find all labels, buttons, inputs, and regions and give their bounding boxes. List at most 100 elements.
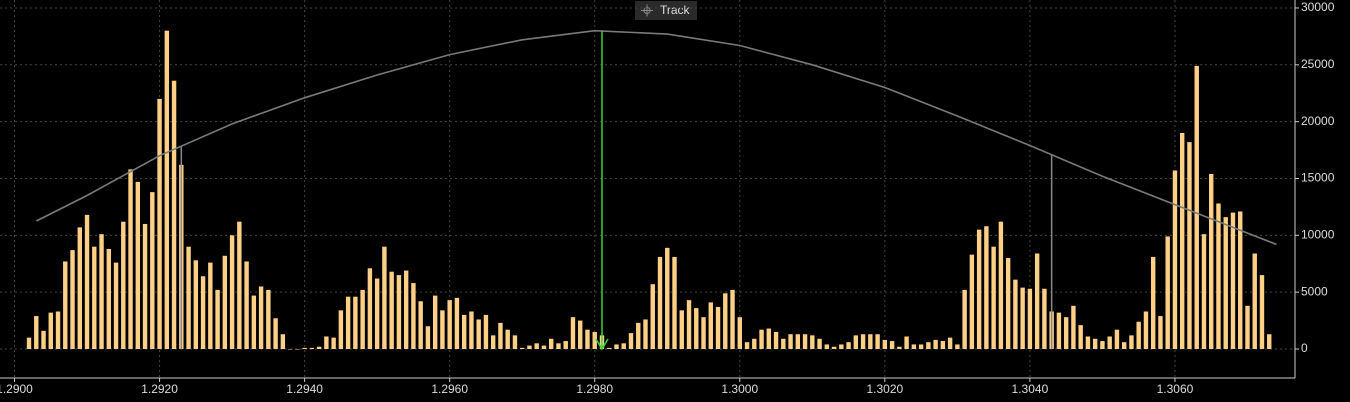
bar (1107, 336, 1112, 350)
bar (686, 300, 692, 350)
bar (1201, 234, 1207, 350)
bar (1034, 253, 1040, 350)
x-tick-label: 1.3000 (721, 382, 758, 396)
bar (759, 329, 764, 350)
bar (1121, 342, 1127, 350)
x-tick-label: 1.2940 (286, 382, 323, 396)
y-tick-label: 15000 (1301, 171, 1335, 185)
bar (788, 334, 793, 350)
bar (309, 347, 315, 350)
bar (1238, 211, 1243, 350)
bar (1223, 217, 1228, 350)
bar (1013, 279, 1018, 350)
bar (229, 235, 235, 350)
bar (1165, 236, 1170, 350)
bar (570, 317, 576, 350)
bar (77, 227, 82, 350)
bar (628, 333, 634, 350)
bar (432, 295, 438, 350)
bar (70, 250, 75, 350)
bar (418, 301, 423, 350)
bar (730, 289, 735, 350)
bar (694, 308, 699, 350)
bar (505, 329, 510, 350)
bar (135, 181, 141, 350)
x-tick-label: 1.2980 (576, 382, 613, 396)
bar (266, 289, 271, 350)
bar (99, 234, 104, 350)
bar (969, 254, 975, 350)
bar (1136, 321, 1141, 350)
bar (1100, 341, 1105, 350)
bar (1005, 258, 1011, 350)
bar (150, 192, 155, 350)
x-tick-label: 1.2900 (0, 382, 33, 396)
bar (1027, 288, 1033, 350)
bar (324, 336, 329, 350)
bar (251, 295, 257, 350)
bar (1245, 305, 1250, 350)
bar (672, 256, 677, 350)
bar (331, 337, 336, 350)
bar (781, 338, 786, 350)
bar (976, 229, 982, 350)
bar (708, 302, 713, 350)
bar (766, 328, 771, 350)
y-tick-label: 10000 (1301, 227, 1335, 241)
bar (998, 221, 1004, 350)
bar (520, 347, 525, 350)
bar (984, 226, 989, 350)
bar (171, 80, 177, 350)
curve-line (35, 29, 1277, 246)
bar (868, 334, 873, 350)
bar (1114, 329, 1120, 350)
bar (48, 312, 53, 350)
bar (63, 261, 68, 350)
arrow-head (595, 338, 609, 351)
bar (1230, 212, 1236, 350)
bar (106, 248, 111, 350)
bar (26, 337, 32, 350)
bar (744, 342, 750, 350)
bar (121, 221, 126, 350)
bar (215, 289, 220, 350)
bar (657, 256, 663, 350)
bar (904, 336, 909, 350)
bar (940, 341, 946, 350)
bar (701, 317, 706, 350)
x-tick-label: 1.3060 (1157, 382, 1194, 396)
bar (614, 344, 619, 350)
bar (403, 270, 409, 350)
bar (287, 349, 293, 350)
legend-box (635, 1, 697, 20)
bar (918, 344, 924, 350)
bar (1259, 275, 1265, 350)
bar (897, 346, 902, 350)
bar (483, 314, 489, 350)
bar (273, 318, 278, 350)
bar (316, 346, 322, 350)
bar (258, 286, 264, 350)
bar (374, 278, 380, 350)
bar (84, 214, 90, 350)
bar (810, 335, 815, 350)
bar (1194, 65, 1199, 350)
bar (425, 326, 431, 350)
bar (476, 319, 481, 350)
bar (1216, 203, 1221, 350)
x-tick-label: 1.2960 (431, 382, 468, 396)
bar (882, 339, 888, 350)
bar (592, 331, 597, 350)
bar (824, 344, 830, 350)
x-tick-label: 1.3040 (1012, 382, 1049, 396)
bar (1092, 338, 1098, 350)
bar (1042, 288, 1047, 350)
bar (498, 322, 503, 350)
bar (1056, 312, 1062, 350)
y-tick-label: 0 (1301, 341, 1308, 355)
bar (541, 345, 547, 350)
bar (302, 347, 307, 350)
bar (461, 314, 467, 350)
bar (237, 221, 242, 350)
